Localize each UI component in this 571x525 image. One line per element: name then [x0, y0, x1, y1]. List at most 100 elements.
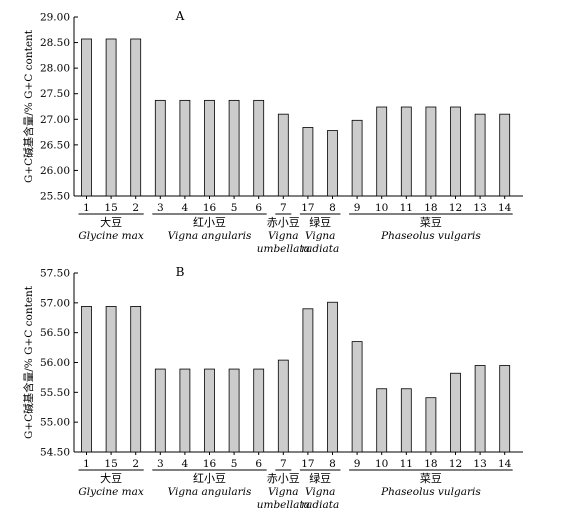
x-tick-label: 13 — [473, 458, 486, 470]
x-tick-label: 8 — [329, 202, 336, 214]
x-tick-label: 9 — [354, 458, 361, 470]
x-tick-label: 10 — [375, 458, 388, 470]
bar — [228, 99, 240, 197]
x-tick-label: 10 — [375, 202, 388, 214]
bar — [499, 365, 511, 453]
group-label-latin: radiata — [301, 499, 339, 511]
group-label-cn: 赤小豆 — [267, 472, 300, 485]
x-tick-label: 3 — [157, 202, 164, 214]
y-axis-label: G+C碱基含量/% G+C content — [22, 285, 35, 439]
x-tick-label: 2 — [132, 202, 139, 214]
x-tick-label: 14 — [498, 458, 512, 470]
group-label-cn: 红小豆 — [193, 472, 226, 485]
x-tick-label: 6 — [255, 458, 262, 470]
bar — [425, 397, 437, 453]
group-label-latin: Vigna — [305, 230, 336, 242]
x-tick-label: 15 — [104, 458, 117, 470]
group-label-latin: Glycine max — [78, 486, 143, 498]
y-axis-label: G+C碱基含量/% G+C content — [22, 29, 35, 183]
bar — [351, 119, 363, 197]
x-tick-label: 15 — [104, 202, 117, 214]
bar — [179, 368, 191, 453]
x-tick-label: 4 — [182, 202, 189, 214]
group-label-latin: Glycine max — [78, 230, 143, 242]
bar — [204, 99, 215, 197]
bar — [204, 368, 215, 453]
bar — [277, 113, 289, 197]
bar — [130, 306, 142, 453]
bar — [179, 99, 191, 197]
y-tick-label: 26.50 — [40, 139, 70, 151]
x-tick-label: 2 — [132, 458, 139, 470]
x-tick-label: 14 — [498, 202, 512, 214]
bar — [474, 113, 486, 197]
bar — [327, 301, 338, 453]
group-label-latin: radiata — [301, 243, 339, 255]
bar — [81, 38, 92, 197]
bar — [302, 127, 314, 197]
bar — [376, 106, 388, 197]
bar — [400, 388, 412, 453]
group-label-latin: umbellata — [257, 243, 310, 255]
x-tick-label: 6 — [255, 202, 262, 214]
group-label-cn: 菜豆 — [420, 472, 442, 485]
x-tick-label: 5 — [231, 458, 238, 470]
bar — [450, 106, 461, 197]
bar — [154, 368, 166, 453]
y-tick-label: 56.50 — [40, 327, 70, 339]
y-tick-label: 28.00 — [40, 63, 70, 75]
panel-title: A — [175, 9, 185, 23]
x-tick-label: 1 — [83, 458, 90, 470]
x-tick-label: 5 — [231, 202, 238, 214]
x-tick-label: 1 — [83, 202, 90, 214]
bar — [425, 106, 437, 197]
group-label-cn: 菜豆 — [420, 216, 442, 229]
group-label-latin: Phaseolus vulgaris — [380, 486, 481, 498]
x-tick-label: 7 — [280, 202, 287, 214]
group-label-cn: 赤小豆 — [267, 216, 300, 229]
bar — [105, 306, 117, 453]
bar — [130, 38, 142, 197]
bar — [105, 38, 117, 197]
x-tick-label: 13 — [473, 202, 486, 214]
bar — [450, 372, 461, 453]
x-tick-label: 11 — [400, 458, 413, 470]
x-tick-label: 4 — [182, 458, 189, 470]
x-tick-label: 11 — [400, 202, 413, 214]
group-label-latin: Vigna — [268, 230, 299, 242]
x-tick-label: 9 — [354, 202, 361, 214]
y-tick-label: 28.50 — [40, 37, 70, 49]
group-label-latin: Phaseolus vulgaris — [380, 230, 481, 242]
group-label-cn: 绿豆 — [309, 471, 331, 485]
bar — [228, 368, 240, 453]
group-label-cn: 大豆 — [100, 215, 122, 229]
x-tick-label: 18 — [424, 202, 437, 214]
bar — [474, 365, 486, 453]
x-tick-label: 3 — [157, 458, 164, 470]
bar — [351, 341, 363, 453]
y-tick-label: 26.00 — [40, 165, 70, 177]
x-tick-label: 17 — [301, 458, 314, 470]
x-tick-label: 8 — [329, 458, 336, 470]
y-tick-label: 55.00 — [40, 417, 70, 429]
y-tick-label: 57.50 — [40, 268, 70, 280]
x-tick-label: 17 — [301, 202, 314, 214]
group-label-cn: 红小豆 — [193, 216, 226, 229]
x-tick-label: 18 — [424, 458, 437, 470]
group-label-latin: umbellata — [257, 499, 310, 511]
y-tick-label: 55.50 — [40, 387, 70, 399]
panel-title: B — [176, 265, 185, 279]
bar — [81, 306, 92, 453]
y-tick-label: 25.50 — [40, 191, 70, 203]
bar — [253, 99, 265, 197]
bar — [400, 106, 412, 197]
bar — [499, 113, 511, 197]
x-tick-label: 12 — [449, 458, 462, 470]
x-tick-label: 7 — [280, 458, 287, 470]
group-label-latin: Vigna angularis — [168, 230, 252, 242]
bar — [253, 368, 265, 453]
bar — [154, 99, 166, 197]
bar — [376, 388, 388, 453]
